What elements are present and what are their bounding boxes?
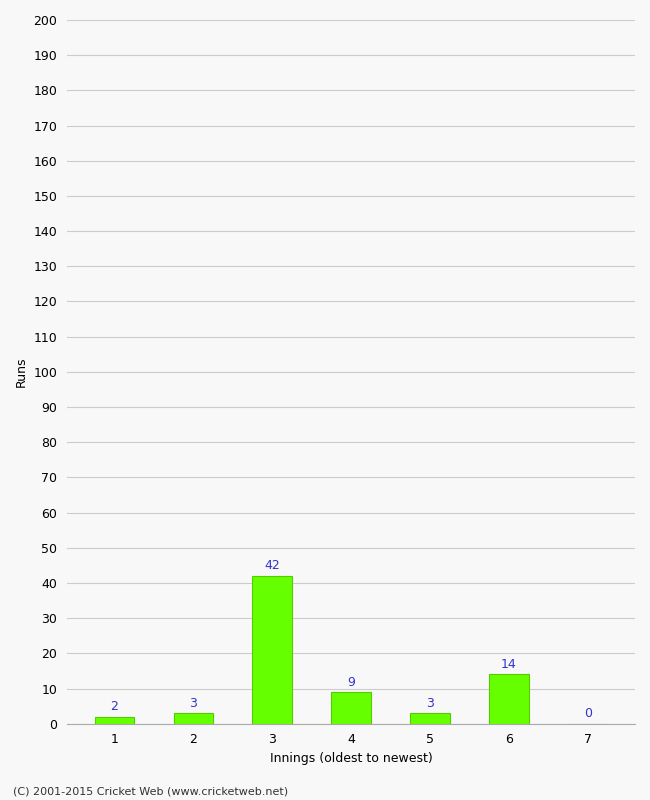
Bar	[489, 674, 528, 724]
Text: 42: 42	[265, 559, 280, 573]
Text: 14: 14	[501, 658, 517, 671]
Text: 3: 3	[189, 697, 198, 710]
Bar	[410, 713, 450, 724]
Text: 9: 9	[347, 675, 355, 689]
Text: (C) 2001-2015 Cricket Web (www.cricketweb.net): (C) 2001-2015 Cricket Web (www.cricketwe…	[13, 786, 288, 796]
Text: 0: 0	[584, 707, 592, 720]
Text: 2: 2	[111, 700, 118, 713]
Bar	[174, 713, 213, 724]
Bar	[95, 717, 134, 724]
Text: 3: 3	[426, 697, 434, 710]
X-axis label: Innings (oldest to newest): Innings (oldest to newest)	[270, 752, 432, 765]
Y-axis label: Runs: Runs	[15, 357, 28, 387]
Bar	[332, 692, 370, 724]
Bar	[252, 576, 292, 724]
